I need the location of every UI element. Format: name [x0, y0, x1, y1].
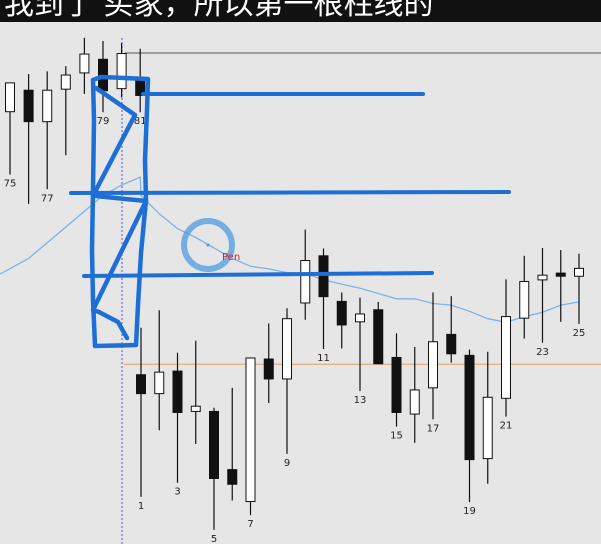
- candle: [464, 349, 475, 503]
- candle: [116, 43, 127, 98]
- candle: [23, 73, 34, 204]
- candle: [519, 255, 530, 339]
- candle-body-bull: [501, 316, 511, 399]
- candle: [5, 82, 15, 175]
- candle-body-bear: [446, 333, 457, 355]
- candle: [574, 253, 584, 324]
- candle-body-bull: [482, 396, 493, 460]
- candle-body-bull: [60, 74, 71, 90]
- candle-body-bull: [245, 357, 256, 503]
- reference-lines: [121, 38, 601, 544]
- video-caption: 我到了 买家，所以第一根柱线的: [0, 0, 601, 22]
- candle-body-bull: [537, 274, 548, 281]
- bar-number-label: 11: [317, 353, 330, 364]
- candle: [136, 327, 146, 497]
- bar-number-label: 81: [134, 116, 147, 127]
- candle: [154, 310, 165, 431]
- pen-rectangle: [89, 74, 151, 349]
- cursor-label: Pen: [222, 252, 240, 263]
- candle: [555, 250, 566, 322]
- candle-body-bear: [464, 354, 475, 461]
- bar-number-label: 75: [4, 179, 17, 190]
- candle-body-bull: [409, 389, 420, 415]
- bar-number-label: 19: [463, 506, 476, 517]
- candle: [245, 357, 256, 516]
- candle: [282, 308, 292, 454]
- candle-body-bull: [42, 89, 53, 123]
- candle: [428, 292, 438, 420]
- candle-body-bull: [519, 280, 530, 319]
- candle-body-bear: [318, 255, 329, 298]
- candle: [501, 279, 511, 417]
- candle: [391, 333, 402, 427]
- ma-line: [0, 176, 580, 323]
- candle: [60, 66, 71, 156]
- moving-average: [0, 176, 580, 323]
- bar-number-label: 25: [573, 328, 586, 339]
- pen-cursor: Pen: [181, 218, 240, 272]
- candle-body-bear: [209, 410, 219, 480]
- candle-body-bear: [391, 356, 402, 413]
- bar-number-label: 17: [427, 423, 440, 434]
- candle: [79, 37, 90, 94]
- candle: [42, 71, 53, 190]
- candle-body-bear: [555, 272, 566, 277]
- candle-body-bull: [428, 341, 438, 389]
- candle: [318, 248, 329, 350]
- candle-body-bull: [282, 318, 292, 380]
- candle-body-bear: [373, 309, 384, 365]
- candle-body-bear: [23, 89, 34, 123]
- pen-line-bottom: [82, 271, 434, 278]
- pen-line-middle: [69, 190, 511, 195]
- candle-body-bear: [172, 370, 183, 413]
- candle: [409, 346, 420, 443]
- candle: [355, 297, 365, 391]
- pen-zigzag: [90, 85, 149, 341]
- bar-number-label: 3: [174, 487, 180, 498]
- candle: [172, 352, 183, 483]
- bar-number-label: 13: [354, 395, 367, 406]
- bar-number-label: 15: [390, 431, 403, 442]
- bar-number-label: 9: [284, 458, 290, 469]
- bar-number-label: 21: [500, 421, 513, 432]
- candle: [263, 323, 274, 404]
- candle: [446, 296, 457, 363]
- candle-body-bull: [574, 267, 584, 277]
- bar-number-label: 23: [536, 347, 549, 358]
- candle-body-bear: [263, 358, 274, 380]
- candle: [336, 292, 347, 349]
- candle: [190, 340, 201, 444]
- candle-body-bull: [79, 53, 90, 74]
- candle: [482, 351, 493, 484]
- bar-number-label: 7: [247, 519, 253, 530]
- candle-body-bull: [116, 53, 127, 90]
- candle: [537, 247, 548, 343]
- candle: [209, 407, 219, 530]
- candle: [227, 387, 238, 501]
- candle-body-bull: [5, 82, 15, 113]
- candle-body-bull: [154, 371, 165, 395]
- candle: [373, 301, 384, 365]
- cursor-dot: [206, 243, 210, 247]
- bar-number-label: 5: [211, 534, 217, 544]
- candle-body-bear: [227, 469, 238, 485]
- candle-body-bull: [300, 260, 311, 304]
- candle-body-bear: [336, 300, 347, 326]
- candle-body-bull: [190, 405, 201, 412]
- candle-body-bear: [136, 374, 146, 395]
- cursor-ring: [181, 218, 235, 272]
- pen-annotation: [69, 74, 511, 349]
- bar-number-label: 77: [41, 193, 54, 204]
- candle-body-bull: [355, 313, 365, 323]
- bar-number-label: 1: [138, 501, 144, 512]
- bar-number-label: 79: [97, 116, 110, 127]
